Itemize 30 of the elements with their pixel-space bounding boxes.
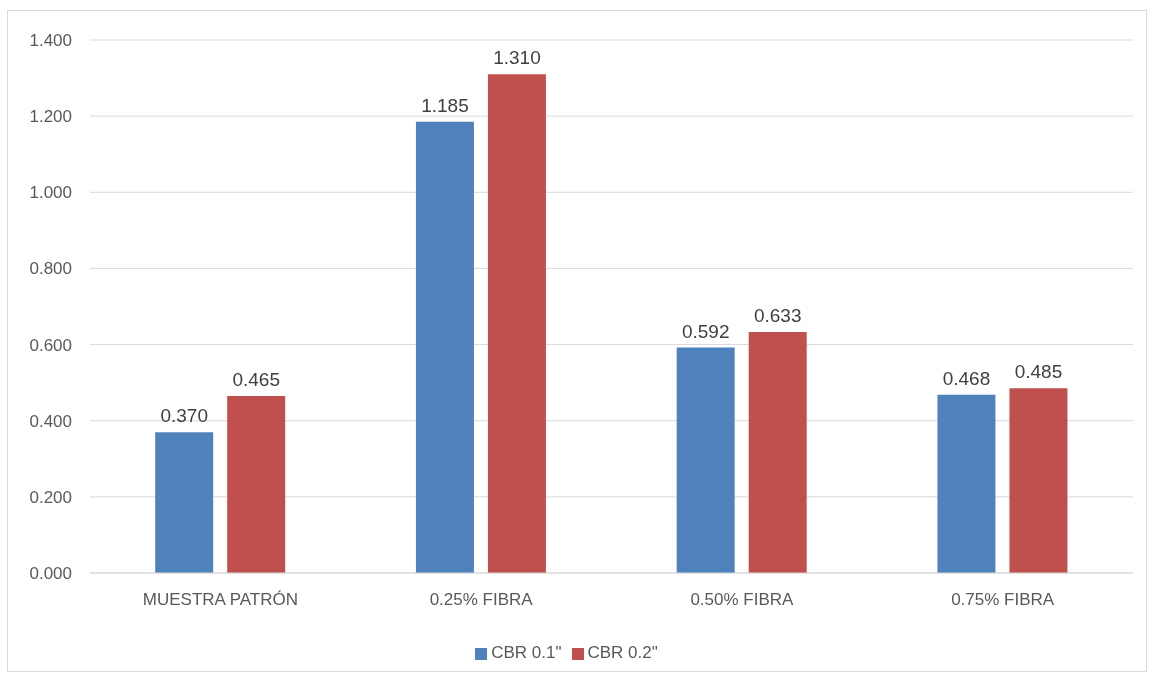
x-tick-label: 0.50% FIBRA [690,590,795,610]
legend-label: CBR 0.2" [587,643,658,662]
data-label: 0.370 [160,405,208,427]
data-label: 0.592 [681,320,730,342]
data-label: 0.465 [232,368,280,390]
bar [676,347,735,573]
data-label: 0.468 [942,367,991,389]
bar [487,74,546,573]
data-label: 0.633 [753,305,802,327]
x-tick-label: MUESTRA PATRÓN [142,590,298,610]
data-label: 1.185 [421,94,469,116]
y-tick-label: 1.400 [29,31,72,51]
y-tick-label: 0.400 [29,411,72,431]
bar [415,121,474,573]
y-tick-label: 0.800 [29,259,72,279]
bar [937,394,996,573]
y-tick-label: 0.600 [29,335,72,355]
y-tick-label: 1.000 [29,183,72,203]
x-tick-label: 0.75% FIBRA [951,590,1055,610]
y-tick-label: 0.000 [29,564,72,584]
bar [155,432,214,573]
data-label: 1.310 [493,47,541,69]
bar [227,395,286,573]
y-tick-label: 0.200 [29,487,72,507]
y-tick-label: 1.200 [29,107,72,127]
legend-label: CBR 0.1" [491,643,562,662]
data-label: 0.485 [1014,361,1063,383]
bar [748,332,807,573]
bar [1009,388,1068,573]
x-tick-label: 0.25% FIBRA [429,590,534,610]
